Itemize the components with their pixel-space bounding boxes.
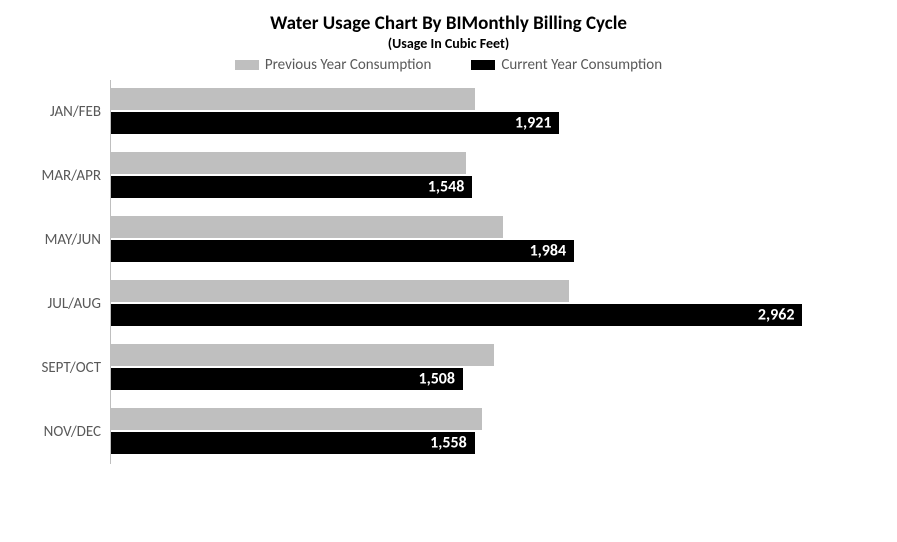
chart-row: MAY/JUN1,984 (111, 208, 857, 272)
category-label: JUL/AUG (1, 295, 101, 313)
bar-previous (111, 216, 503, 238)
bar-previous (111, 88, 475, 110)
bar-current: 1,508 (111, 368, 463, 390)
chart-plot-area: JAN/FEB1,921MAR/APR1,548MAY/JUN1,984JUL/… (110, 80, 857, 464)
category-label: JAN/FEB (1, 103, 101, 121)
bar-previous (111, 408, 482, 430)
bar-current-value: 1,921 (515, 114, 552, 133)
chart-row: MAR/APR1,548 (111, 144, 857, 208)
bar-previous (111, 152, 466, 174)
chart-title: Water Usage Chart By BIMonthly Billing C… (0, 0, 897, 35)
chart-row: JUL/AUG2,962 (111, 272, 857, 336)
water-usage-chart: Water Usage Chart By BIMonthly Billing C… (0, 0, 897, 542)
bar-current-value: 1,548 (428, 178, 465, 197)
bar-current: 2,962 (111, 304, 802, 326)
legend-swatch-current (471, 60, 495, 70)
bar-current-value: 1,558 (430, 434, 467, 453)
bar-previous (111, 280, 569, 302)
legend-swatch-previous (235, 60, 259, 70)
chart-legend: Previous Year Consumption Current Year C… (0, 56, 897, 74)
bar-current-value: 2,962 (758, 306, 795, 325)
bar-current-value: 1,508 (418, 370, 455, 389)
bar-current: 1,558 (111, 432, 475, 454)
chart-row: NOV/DEC1,558 (111, 400, 857, 464)
bar-previous (111, 344, 494, 366)
legend-item-previous: Previous Year Consumption (235, 56, 431, 74)
chart-row: JAN/FEB1,921 (111, 80, 857, 144)
chart-row: SEPT/OCT1,508 (111, 336, 857, 400)
bar-current: 1,984 (111, 240, 574, 262)
category-label: SEPT/OCT (1, 359, 101, 377)
category-label: MAY/JUN (1, 231, 101, 249)
bar-current-value: 1,984 (530, 242, 567, 261)
legend-label-previous: Previous Year Consumption (265, 56, 431, 74)
category-label: NOV/DEC (1, 423, 101, 441)
legend-label-current: Current Year Consumption (501, 56, 662, 74)
bar-current: 1,921 (111, 112, 559, 134)
category-label: MAR/APR (1, 167, 101, 185)
legend-item-current: Current Year Consumption (471, 56, 662, 74)
bar-current: 1,548 (111, 176, 472, 198)
chart-subtitle: (Usage In Cubic Feet) (0, 35, 897, 52)
